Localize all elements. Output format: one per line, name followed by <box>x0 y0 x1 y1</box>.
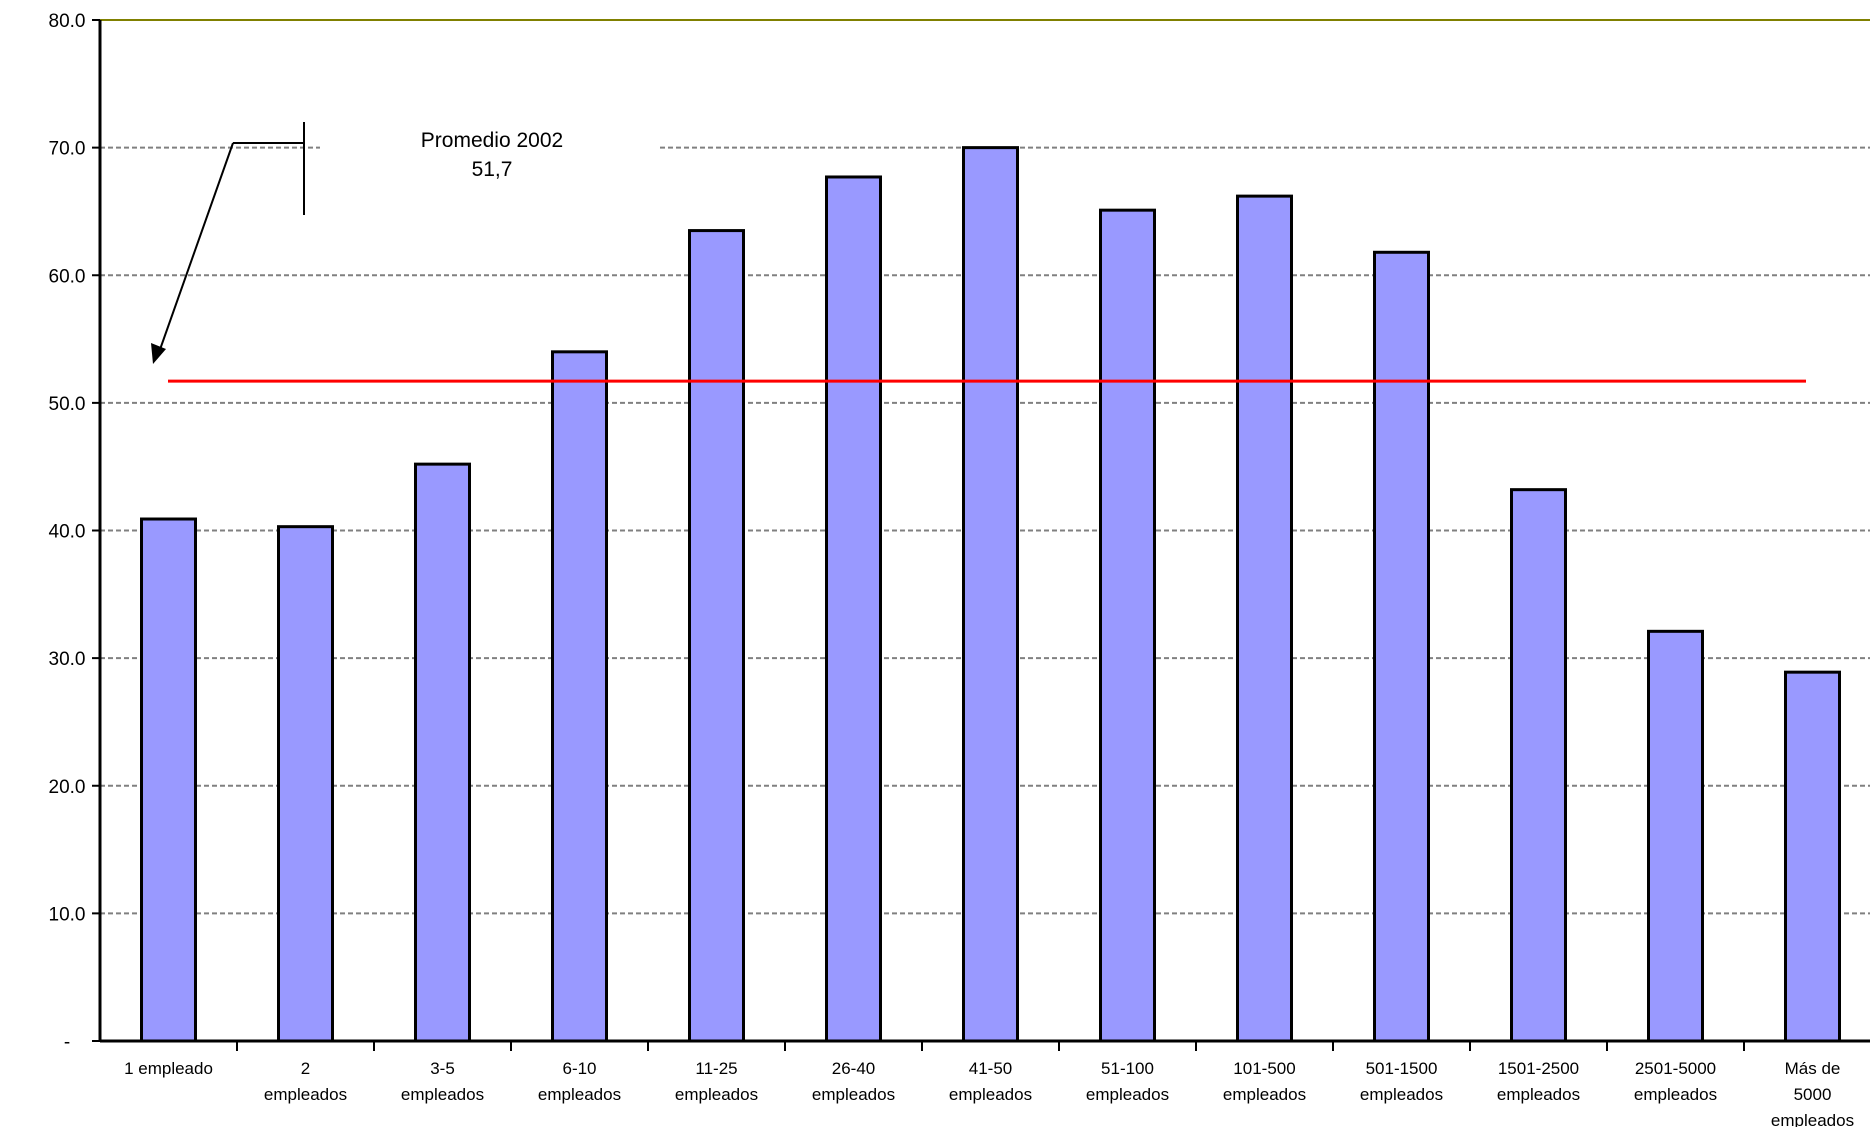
x-tick-label: 101-500 empleados <box>1223 1059 1306 1104</box>
bar <box>1647 629 1704 1043</box>
y-tick-label: 40.0 <box>49 522 86 543</box>
annotation-arrow-line <box>156 142 234 359</box>
x-tick-label: 6-10 empleados <box>538 1059 621 1104</box>
y-tick-label: 10.0 <box>49 904 86 925</box>
average-annotation-value: 51,7 <box>472 158 513 181</box>
bar <box>962 146 1019 1043</box>
y-tick-label: 50.0 <box>49 394 86 415</box>
x-tick-label: 1501-2500 empleados <box>1497 1059 1580 1104</box>
y-tick-label: 20.0 <box>49 777 86 798</box>
annotation-arrow-head <box>151 343 166 364</box>
x-tick-label: Más de 5000 empleados <box>1771 1059 1854 1127</box>
axes <box>92 19 1870 1051</box>
x-tick-label: 2501-5000 empleados <box>1634 1059 1717 1104</box>
bar <box>1784 670 1841 1043</box>
bar <box>1236 194 1293 1043</box>
y-tick-label: 80.0 <box>49 11 86 32</box>
bar <box>825 175 882 1043</box>
bar <box>551 350 608 1043</box>
bar <box>414 462 471 1043</box>
bar <box>1510 488 1567 1043</box>
x-tick-label: 26-40 empleados <box>812 1059 895 1104</box>
bar <box>1373 250 1430 1043</box>
average-annotation-title: Promedio 2002 <box>421 129 563 152</box>
x-category-labels: 1 empleado 2 empleados 3-5 empleados 6-10 empl… <box>124 1059 1854 1127</box>
x-tick-label: 41-50 empleados <box>949 1059 1032 1104</box>
bars <box>140 146 1841 1043</box>
y-tick-label: 30.0 <box>49 649 86 670</box>
x-tick-label: 11-25 empleados <box>675 1059 758 1104</box>
y-tick-label: - <box>64 1032 70 1053</box>
bar <box>140 517 197 1043</box>
bar <box>1099 208 1156 1043</box>
x-tick-label: 51-100 empleados <box>1086 1059 1169 1104</box>
bar <box>688 229 745 1043</box>
y-tick-labels: - 10.0 20.0 30.0 40.0 50.0 60.0 70.0 80.0 <box>49 11 86 1053</box>
x-tick-label: 501-1500 empleados <box>1360 1059 1443 1104</box>
y-tick-label: 70.0 <box>49 139 86 160</box>
x-tick-label: 2 empleados <box>264 1059 347 1104</box>
bar <box>277 525 334 1043</box>
average-annotation: Promedio 2002 51,7 <box>151 122 563 364</box>
y-tick-label: 60.0 <box>49 266 86 287</box>
x-tick-label: 1 empleado <box>124 1059 213 1078</box>
x-tick-label: 3-5 empleados <box>401 1059 484 1104</box>
